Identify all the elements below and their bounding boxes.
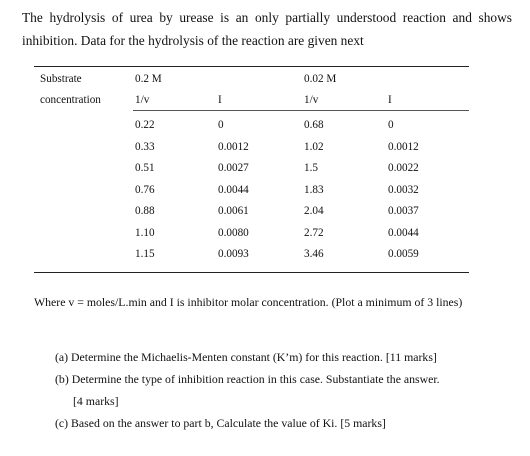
question-list: (a) Determine the Michaelis-Menten const… <box>55 346 495 434</box>
cell-b-i: 0.0032 <box>388 183 419 196</box>
cell-b-i: 0.0037 <box>388 205 419 217</box>
cell-a-i: 0.0061 <box>218 205 249 217</box>
cell-b-i: 0.0012 <box>388 140 419 153</box>
cell-b-i: 0.0059 <box>386 244 469 273</box>
cell-b-inv-v: 1.83 <box>304 183 324 196</box>
table-row: 0.76 0.0044 1.83 0.0032 <box>34 180 469 202</box>
cell-b-i: 0 <box>388 119 394 131</box>
table-row: 0.88 0.0061 2.04 0.0037 <box>34 201 469 223</box>
units-note: Where v = moles/L.min and I is inhibitor… <box>34 295 463 309</box>
question-b: (b) Determine the type of inhibition rea… <box>55 368 495 412</box>
cell-a-i: 0.0044 <box>218 183 249 196</box>
row-label-concentration: concentration <box>40 93 101 106</box>
table-header-row-2: concentration 1/v I 1/v I <box>34 89 469 111</box>
question-c: (c) Based on the answer to part b, Calcu… <box>55 416 386 430</box>
table-row: 1.10 0.0080 2.72 0.0044 <box>34 223 469 245</box>
conc-header-b: 0.02 M <box>302 66 386 89</box>
cell-a-inv-v: 0.88 <box>135 205 155 217</box>
cell-a-inv-v: 0.76 <box>135 183 155 196</box>
col-header-i-b: I <box>386 89 469 111</box>
cell-a-i: 0.0027 <box>218 162 249 174</box>
col-header-inv-v-b: 1/v <box>302 89 386 111</box>
cell-b-inv-v: 0.68 <box>304 119 324 131</box>
conc-header-a: 0.2 M <box>133 66 216 89</box>
cell-b-i: 0.0022 <box>388 162 419 174</box>
table-row: 0.51 0.0027 1.5 0.0022 <box>34 158 469 180</box>
cell-a-inv-v: 1.15 <box>133 244 216 273</box>
cell-a-i: 0.0093 <box>216 244 302 273</box>
cell-a-inv-v: 0.33 <box>135 140 155 153</box>
cell-b-inv-v: 2.72 <box>304 226 324 239</box>
table-row: 0.33 0.0012 1.02 0.0012 <box>34 137 469 159</box>
table-row: 1.15 0.0093 3.46 0.0059 <box>34 244 469 273</box>
question-b-marks: [4 marks] <box>73 394 119 408</box>
cell-b-i: 0.0044 <box>388 226 419 239</box>
cell-a-inv-v: 0.22 <box>135 119 155 131</box>
table-row: 0.22 0 0.68 0 <box>34 115 469 137</box>
cell-b-inv-v: 1.02 <box>304 140 324 153</box>
table-header-row-1: Substrate 0.2 M 0.02 M <box>34 66 469 89</box>
cell-a-inv-v: 1.10 <box>135 226 155 239</box>
row-label-substrate: Substrate <box>34 66 133 89</box>
cell-b-inv-v: 2.04 <box>304 205 324 217</box>
cell-b-inv-v: 3.46 <box>302 244 386 273</box>
cell-a-i: 0.0080 <box>218 226 249 239</box>
cell-a-i: 0.0012 <box>218 140 249 153</box>
col-header-i-a: I <box>216 89 302 111</box>
question-a: (a) Determine the Michaelis-Menten const… <box>55 350 437 364</box>
question-b-text: (b) Determine the type of inhibition rea… <box>55 372 440 386</box>
cell-b-inv-v: 1.5 <box>304 162 318 174</box>
cell-a-i: 0 <box>218 119 224 131</box>
intro-paragraph: The hydrolysis of urea by urease is an o… <box>22 10 512 48</box>
col-header-inv-v-a: 1/v <box>133 89 216 111</box>
cell-a-inv-v: 0.51 <box>135 162 155 174</box>
data-table: Substrate 0.2 M 0.02 M concentration 1/v… <box>34 66 469 273</box>
